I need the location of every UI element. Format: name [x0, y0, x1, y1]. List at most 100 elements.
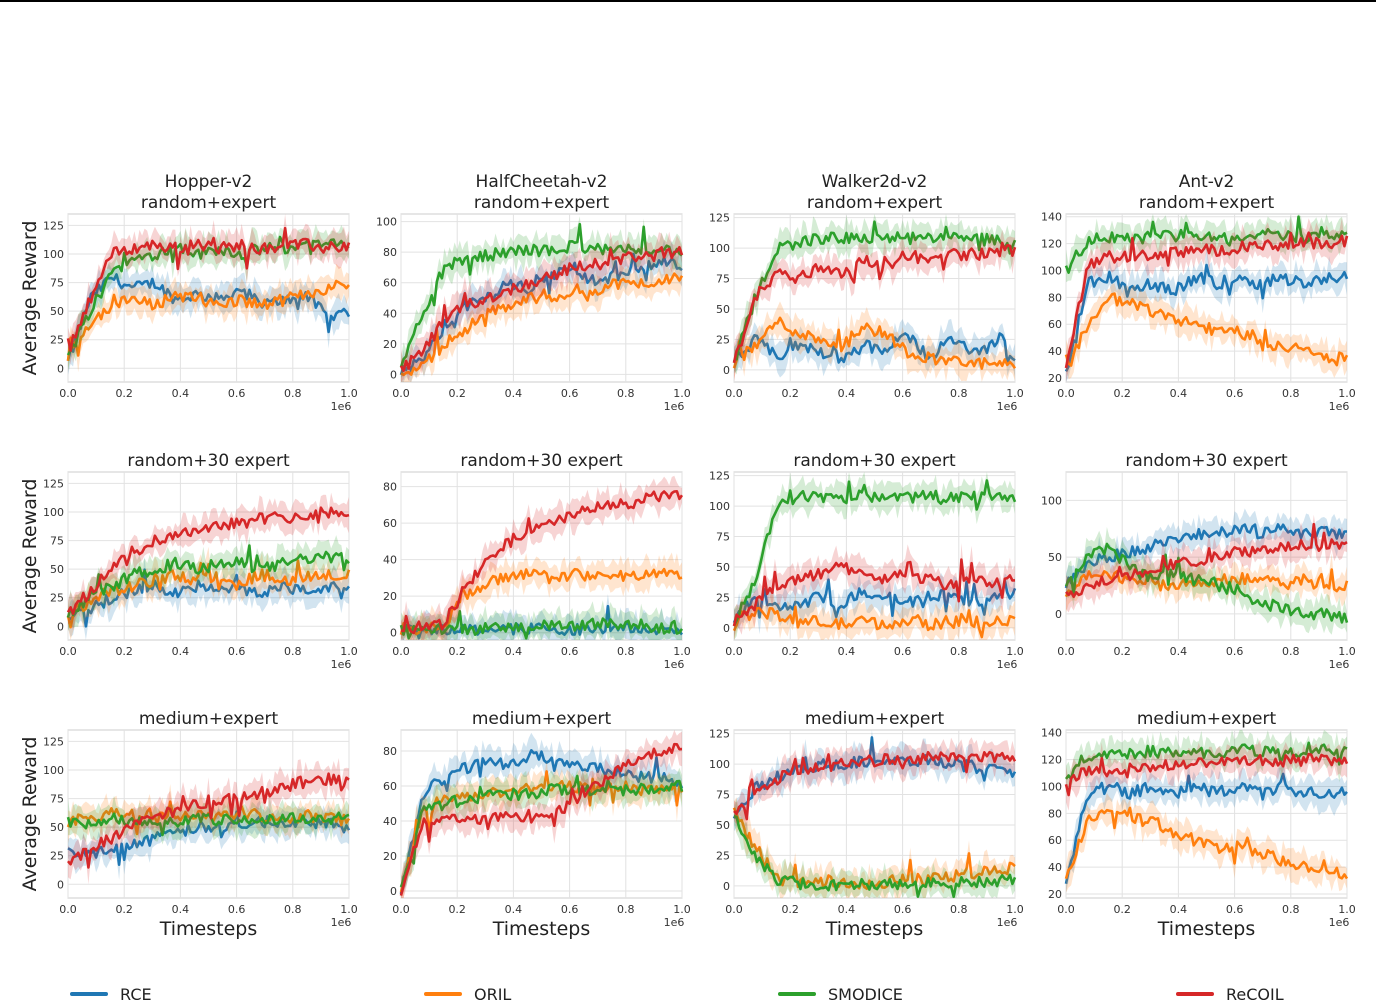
series-line-smodice-walker-re	[733, 220, 1017, 361]
band-smodice-hopper-me	[68, 795, 349, 845]
series-line-recoil-hopper-r30	[66, 506, 350, 615]
x-tick-label-halfcheetah-re: 0.2	[448, 387, 466, 400]
x-tick-label-ant-r30: 0.2	[1113, 645, 1131, 658]
series-line-smodice-halfcheetah-r30	[399, 610, 684, 640]
series-line-smodice-halfcheetah-re	[399, 222, 683, 368]
y-tick-label-halfcheetah-me: 0	[390, 885, 397, 898]
x-tick-label-walker-me: 0.2	[781, 903, 799, 916]
y-tick-label-walker-me: 50	[716, 819, 730, 832]
series-line-rce-hopper-r30	[67, 568, 351, 628]
band-smodice-walker-me	[734, 800, 1015, 898]
x-axis-label-walker-me: Timesteps	[825, 918, 924, 940]
x-tick-label-halfcheetah-r30: 0.4	[505, 645, 523, 658]
subplot-subtitle-hopper-re: random+expert	[141, 193, 277, 213]
series-line-smodice-walker-me	[733, 815, 1017, 899]
y-tick-label-ant-me: 60	[1048, 834, 1062, 847]
y-tick-label-ant-me: 120	[1041, 754, 1062, 767]
y-tick-label-ant-re: 40	[1048, 345, 1062, 358]
band-oril-walker-r30	[734, 591, 1015, 640]
subplot-title-walker-me: medium+expert	[805, 709, 945, 729]
series-line-recoil-walker-r30	[732, 558, 1016, 627]
legend-swatch-smodice	[778, 992, 816, 996]
x-tick-label-halfcheetah-me: 0.8	[617, 903, 635, 916]
plot-area-halfcheetah-re	[400, 213, 683, 383]
x-tick-label-ant-r30: 0.4	[1170, 645, 1188, 658]
y-tick-label-walker-me: 125	[709, 728, 730, 741]
y-tick-label-halfcheetah-me: 20	[383, 850, 397, 863]
x-scale-label-ant-re: 1e6	[1329, 400, 1350, 413]
y-tick-label-walker-me: 75	[716, 789, 730, 802]
subplot-title-halfcheetah-r30: random+30 expert	[460, 451, 623, 471]
y-tick-label-walker-me: 0	[723, 880, 730, 893]
x-tick-label-hopper-r30: 1.0	[340, 645, 358, 658]
x-tick-label-ant-re: 0.8	[1282, 387, 1300, 400]
y-tick-label-walker-re: 0	[723, 364, 730, 377]
legend-item-recoil: ReCOIL	[1176, 984, 1284, 1004]
x-tick-label-ant-re: 0.2	[1113, 387, 1131, 400]
x-tick-label-walker-me: 0.8	[950, 903, 968, 916]
series-line-recoil-ant-re	[1064, 231, 1349, 369]
y-tick-label-hopper-r30: 100	[43, 506, 64, 519]
band-rce-hopper-r30	[68, 556, 349, 640]
y-tick-label-hopper-me: 125	[43, 735, 64, 748]
x-tick-label-walker-re: 0.4	[838, 387, 856, 400]
x-tick-label-hopper-r30: 0.4	[172, 645, 190, 658]
subplot-title-ant-re: Ant-v2	[1179, 172, 1235, 192]
y-tick-label-hopper-r30: 0	[57, 620, 64, 633]
legend-item-oril: ORIL	[424, 984, 511, 1004]
x-tick-label-hopper-me: 0.0	[59, 903, 77, 916]
series-line-smodice-hopper-re	[66, 235, 350, 356]
series-line-rce-walker-re	[732, 332, 1016, 365]
band-oril-halfcheetah-re	[401, 257, 682, 382]
x-tick-label-ant-me: 1.0	[1338, 903, 1356, 916]
x-tick-label-halfcheetah-re: 0.0	[392, 387, 410, 400]
legend-swatch-oril	[424, 992, 462, 996]
x-tick-label-ant-re: 0.0	[1057, 387, 1075, 400]
series-line-rce-ant-me	[1064, 772, 1348, 885]
subplot-subtitle-ant-re: random+expert	[1139, 193, 1275, 213]
y-tick-label-hopper-re: 75	[50, 277, 64, 290]
subplot-title-walker-re: Walker2d-v2	[822, 172, 928, 192]
y-tick-label-ant-re: 100	[1041, 264, 1062, 277]
x-tick-label-halfcheetah-me: 0.0	[392, 903, 410, 916]
x-scale-label-ant-r30: 1e6	[1329, 658, 1350, 671]
y-tick-label-halfcheetah-re: 60	[383, 277, 397, 290]
series-line-recoil-hopper-me	[67, 772, 350, 869]
y-tick-label-halfcheetah-re: 0	[390, 368, 397, 381]
band-rce-halfcheetah-re	[401, 239, 682, 382]
x-scale-label-halfcheetah-me: 1e6	[664, 916, 685, 929]
band-recoil-halfcheetah-re	[401, 231, 682, 382]
y-tick-label-halfcheetah-me: 80	[383, 745, 397, 758]
y-tick-label-halfcheetah-re: 100	[376, 216, 397, 229]
x-tick-label-hopper-re: 1.0	[340, 387, 358, 400]
series-line-oril-halfcheetah-re	[400, 272, 684, 377]
y-tick-label-hopper-r30: 25	[50, 592, 64, 605]
band-recoil-ant-r30	[1066, 514, 1347, 613]
x-tick-label-halfcheetah-me: 0.4	[505, 903, 523, 916]
y-tick-label-ant-r30: 0	[1055, 608, 1062, 621]
x-tick-label-hopper-r30: 0.0	[59, 645, 77, 658]
x-axis-label-ant-me: Timesteps	[1157, 918, 1256, 940]
x-tick-label-walker-r30: 0.4	[838, 645, 856, 658]
y-tick-label-walker-r30: 0	[723, 622, 730, 635]
x-tick-label-halfcheetah-me: 0.6	[561, 903, 579, 916]
y-tick-label-hopper-r30: 75	[50, 535, 64, 548]
x-scale-label-hopper-r30: 1e6	[331, 658, 352, 671]
x-tick-label-ant-r30: 0.0	[1057, 645, 1075, 658]
x-tick-label-walker-me: 0.4	[838, 903, 856, 916]
y-tick-label-walker-me: 25	[716, 849, 730, 862]
y-tick-label-ant-re: 140	[1041, 211, 1062, 224]
x-tick-label-hopper-r30: 0.8	[284, 645, 302, 658]
y-tick-label-ant-me: 100	[1041, 780, 1062, 793]
x-tick-label-ant-r30: 0.6	[1226, 645, 1244, 658]
band-recoil-hopper-r30	[68, 492, 349, 631]
x-tick-label-ant-r30: 1.0	[1338, 645, 1356, 658]
x-tick-label-walker-re: 0.0	[725, 387, 743, 400]
y-tick-label-halfcheetah-me: 40	[383, 815, 397, 828]
legend-item-smodice: SMODICE	[778, 984, 903, 1004]
series-line-smodice-walker-r30	[732, 479, 1017, 627]
legend: RCE ORIL SMODICE ReCOIL	[0, 984, 1376, 1004]
series-line-oril-walker-r30	[732, 605, 1016, 639]
